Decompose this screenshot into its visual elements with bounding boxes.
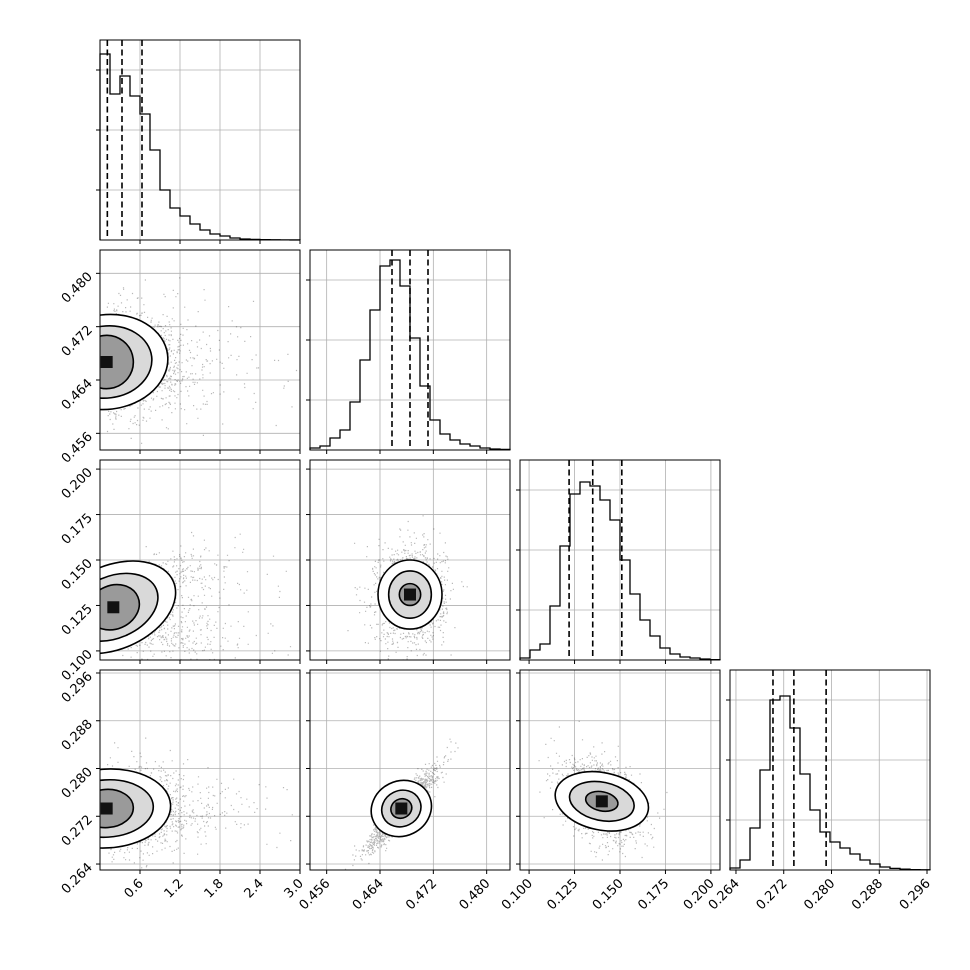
x-tick-label: 0.125 — [544, 876, 581, 913]
scatter-panel-0-3 — [99, 669, 301, 871]
x-tick-label: 0.456 — [297, 876, 334, 913]
density-peak — [595, 795, 608, 808]
y-tick-label: 0.175 — [59, 511, 96, 548]
x-tick-label: 0.472 — [403, 876, 440, 913]
panel-frame — [729, 669, 931, 871]
x-tick-label: 1.8 — [202, 876, 227, 901]
histogram-step — [729, 695, 931, 871]
y-tick-label: 0.150 — [59, 556, 96, 593]
x-tick-label: 1.2 — [162, 876, 187, 901]
x-tick-label: 0.296 — [897, 876, 934, 913]
panel-frame — [309, 669, 511, 871]
density-peak — [404, 588, 416, 601]
x-tick-label: 0.150 — [590, 876, 627, 913]
y-tick-label: 0.456 — [59, 430, 96, 467]
scatter-panel-1-2 — [309, 459, 511, 661]
scatter-panel-0-2 — [99, 459, 301, 661]
x-tick-label: 2.4 — [242, 876, 267, 901]
y-tick-label: 0.200 — [59, 465, 96, 502]
x-tick-label: 0.6 — [122, 876, 147, 901]
hist-panel-1 — [306, 249, 511, 451]
hist-panel-0 — [96, 39, 301, 241]
density-peak — [395, 802, 408, 815]
x-tick-label: 0.175 — [635, 876, 672, 913]
density-peak — [100, 802, 113, 815]
x-tick-label: 0.100 — [499, 876, 536, 913]
density-peak — [107, 601, 120, 614]
y-tick-label: 0.480 — [59, 270, 96, 307]
y-tick-label: 0.272 — [59, 812, 96, 849]
x-tick-label: 0.464 — [350, 876, 387, 913]
y-tick-label: 0.472 — [59, 323, 96, 360]
x-tick-label: 0.480 — [457, 876, 494, 913]
panel-frame — [99, 39, 301, 241]
panel-frame — [309, 249, 511, 451]
panel-frame — [99, 249, 301, 451]
y-tick-label: 0.464 — [59, 376, 96, 413]
scatter-points — [113, 531, 292, 660]
x-tick-label: 0.280 — [801, 876, 838, 913]
density-peak — [100, 356, 113, 368]
y-tick-label: 0.280 — [59, 765, 96, 802]
scatter-panel-1-3 — [309, 669, 511, 871]
histogram-step — [519, 481, 721, 661]
scatter-panel-0-1 — [99, 249, 301, 451]
hist-panel-2 — [516, 459, 721, 661]
panel-frame — [99, 669, 301, 871]
y-tick-label: 0.264 — [59, 860, 96, 897]
y-tick-label: 0.125 — [59, 602, 96, 639]
scatter-panel-2-3 — [519, 669, 721, 871]
y-tick-label: 0.288 — [59, 717, 96, 754]
hist-panel-3 — [726, 669, 931, 871]
x-tick-label: 0.272 — [754, 876, 791, 913]
x-tick-label: 0.288 — [849, 876, 886, 913]
